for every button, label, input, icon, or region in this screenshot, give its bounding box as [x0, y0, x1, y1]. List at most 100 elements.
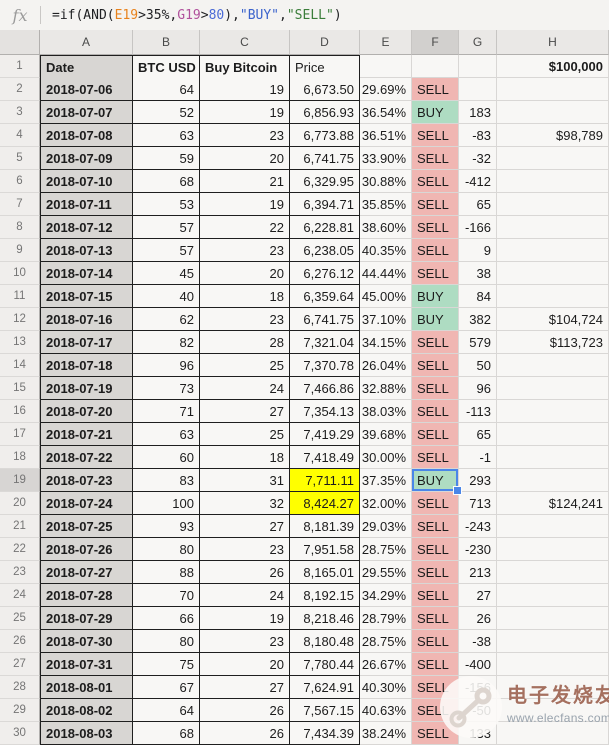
cell-F30[interactable]: SELL — [412, 722, 459, 745]
cell-F6[interactable]: SELL — [412, 170, 459, 193]
cell-C4[interactable]: 23 — [200, 124, 290, 147]
cell-C14[interactable]: 25 — [200, 354, 290, 377]
cell-E6[interactable]: 30.88% — [360, 170, 412, 193]
cell-H20[interactable]: $124,241 — [497, 492, 609, 515]
cell-B7[interactable]: 53 — [133, 193, 200, 216]
cell-C6[interactable]: 21 — [200, 170, 290, 193]
cell-D20[interactable]: 8,424.27 — [290, 492, 360, 515]
row-header-15[interactable]: 15 — [0, 377, 40, 400]
row-header-29[interactable]: 29 — [0, 699, 40, 722]
cell-D3[interactable]: 6,856.93 — [290, 101, 360, 124]
cell-E24[interactable]: 34.29% — [360, 584, 412, 607]
cell-G4[interactable]: -83 — [459, 124, 497, 147]
cell-B6[interactable]: 68 — [133, 170, 200, 193]
cell-A11[interactable]: 2018-07-15 — [40, 285, 133, 308]
cell-H10[interactable] — [497, 262, 609, 285]
cell-A15[interactable]: 2018-07-19 — [40, 377, 133, 400]
cell-A7[interactable]: 2018-07-11 — [40, 193, 133, 216]
cell-F23[interactable]: SELL — [412, 561, 459, 584]
cell-H21[interactable] — [497, 515, 609, 538]
cell-G3[interactable]: 183 — [459, 101, 497, 124]
cell-H3[interactable] — [497, 101, 609, 124]
cell-C30[interactable]: 26 — [200, 722, 290, 745]
row-header-14[interactable]: 14 — [0, 354, 40, 377]
cell-D28[interactable]: 7,624.91 — [290, 676, 360, 699]
cell-H16[interactable] — [497, 400, 609, 423]
cell-G11[interactable]: 84 — [459, 285, 497, 308]
cell-C19[interactable]: 31 — [200, 469, 290, 492]
cell-H2[interactable] — [497, 78, 609, 101]
cell-D5[interactable]: 6,741.75 — [290, 147, 360, 170]
cell-A30[interactable]: 2018-08-03 — [40, 722, 133, 745]
cell-E10[interactable]: 44.44% — [360, 262, 412, 285]
cell-G28[interactable]: -156 — [459, 676, 497, 699]
cell-G8[interactable]: -166 — [459, 216, 497, 239]
cell-C23[interactable]: 26 — [200, 561, 290, 584]
cell-G24[interactable]: 27 — [459, 584, 497, 607]
cell-F13[interactable]: SELL — [412, 331, 459, 354]
cell-B10[interactable]: 45 — [133, 262, 200, 285]
cell-A1[interactable]: Date — [40, 55, 133, 79]
cell-B1[interactable]: BTC USD — [133, 55, 200, 79]
cell-B16[interactable]: 71 — [133, 400, 200, 423]
cell-G29[interactable]: -50 — [459, 699, 497, 722]
cell-D29[interactable]: 7,567.15 — [290, 699, 360, 722]
cell-H22[interactable] — [497, 538, 609, 561]
cell-G7[interactable]: 65 — [459, 193, 497, 216]
row-header-30[interactable]: 30 — [0, 722, 40, 745]
cell-F29[interactable]: SELL — [412, 699, 459, 722]
cell-F18[interactable]: SELL — [412, 446, 459, 469]
column-header-H[interactable]: H — [497, 30, 609, 55]
cell-F14[interactable]: SELL — [412, 354, 459, 377]
row-header-9[interactable]: 9 — [0, 239, 40, 262]
cell-C13[interactable]: 28 — [200, 331, 290, 354]
cell-B22[interactable]: 80 — [133, 538, 200, 561]
cell-A28[interactable]: 2018-08-01 — [40, 676, 133, 699]
cell-F5[interactable]: SELL — [412, 147, 459, 170]
cell-B3[interactable]: 52 — [133, 101, 200, 124]
cell-G5[interactable]: -32 — [459, 147, 497, 170]
row-header-16[interactable]: 16 — [0, 400, 40, 423]
cell-C9[interactable]: 23 — [200, 239, 290, 262]
cell-E14[interactable]: 26.04% — [360, 354, 412, 377]
cell-A18[interactable]: 2018-07-22 — [40, 446, 133, 469]
cell-B30[interactable]: 68 — [133, 722, 200, 745]
cell-C24[interactable]: 24 — [200, 584, 290, 607]
row-header-18[interactable]: 18 — [0, 446, 40, 469]
row-header-19[interactable]: 19 — [0, 469, 40, 492]
cell-D11[interactable]: 6,359.64 — [290, 285, 360, 308]
cell-G9[interactable]: 9 — [459, 239, 497, 262]
cell-F24[interactable]: SELL — [412, 584, 459, 607]
cell-F16[interactable]: SELL — [412, 400, 459, 423]
cell-H11[interactable] — [497, 285, 609, 308]
cell-F8[interactable]: SELL — [412, 216, 459, 239]
cell-F21[interactable]: SELL — [412, 515, 459, 538]
cell-D7[interactable]: 6,394.71 — [290, 193, 360, 216]
row-header-25[interactable]: 25 — [0, 607, 40, 630]
cell-E7[interactable]: 35.85% — [360, 193, 412, 216]
cell-C11[interactable]: 18 — [200, 285, 290, 308]
row-header-1[interactable]: 1 — [0, 55, 40, 78]
cell-H6[interactable] — [497, 170, 609, 193]
cell-D25[interactable]: 8,218.46 — [290, 607, 360, 630]
cell-F11[interactable]: BUY — [412, 285, 459, 308]
row-header-28[interactable]: 28 — [0, 676, 40, 699]
cell-A19[interactable]: 2018-07-23 — [40, 469, 133, 492]
column-header-B[interactable]: B — [133, 30, 200, 55]
row-header-6[interactable]: 6 — [0, 170, 40, 193]
cell-A12[interactable]: 2018-07-16 — [40, 308, 133, 331]
cell-E1[interactable] — [360, 55, 412, 78]
cell-G15[interactable]: 96 — [459, 377, 497, 400]
cell-D2[interactable]: 6,673.50 — [290, 78, 360, 101]
cell-D8[interactable]: 6,228.81 — [290, 216, 360, 239]
formula-input[interactable]: =if(AND(E19>35%,G19>80),"BUY","SELL") — [52, 8, 342, 23]
cell-D26[interactable]: 8,180.48 — [290, 630, 360, 653]
cell-D23[interactable]: 8,165.01 — [290, 561, 360, 584]
cell-A9[interactable]: 2018-07-13 — [40, 239, 133, 262]
row-header-10[interactable]: 10 — [0, 262, 40, 285]
cell-D6[interactable]: 6,329.95 — [290, 170, 360, 193]
cell-A16[interactable]: 2018-07-20 — [40, 400, 133, 423]
cell-F2[interactable]: SELL — [412, 78, 459, 101]
cell-B4[interactable]: 63 — [133, 124, 200, 147]
row-header-2[interactable]: 2 — [0, 78, 40, 101]
